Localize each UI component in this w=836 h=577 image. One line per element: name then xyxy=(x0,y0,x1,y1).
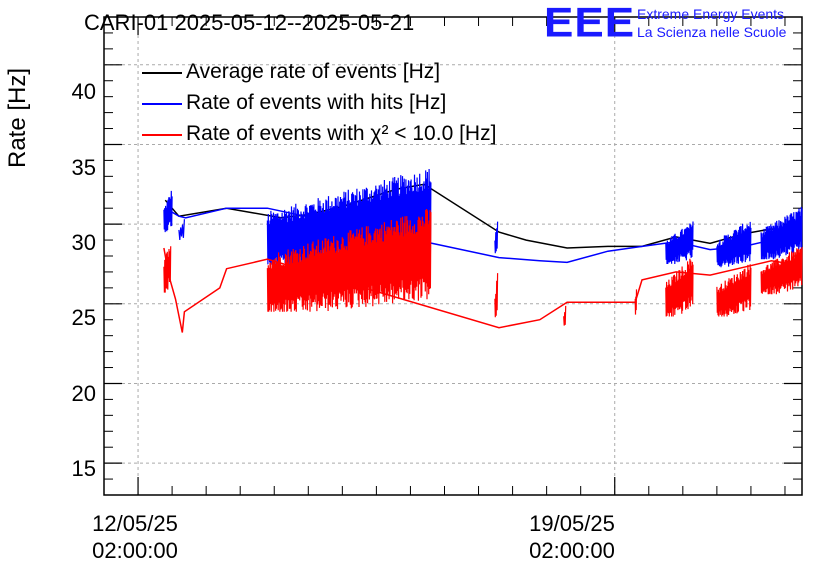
y-tick-label-35: 35 xyxy=(71,155,96,180)
series-burst-hits-4 xyxy=(494,221,499,254)
eee-logo-text: Extreme Energy Events La Scienza nelle S… xyxy=(637,5,786,41)
series-burst-chi2-4 xyxy=(563,305,567,326)
legend-label-average: Average rate of events [Hz] xyxy=(186,60,441,83)
x-tick-date-1: 12/05/25 xyxy=(92,511,178,536)
series-chi2 xyxy=(163,208,803,333)
y-tick-label-15: 15 xyxy=(71,456,96,481)
series-average xyxy=(164,183,792,249)
x-tick-label-2: 19/05/25 02:00:00 xyxy=(517,510,627,564)
series-line-chi2 xyxy=(163,247,792,333)
series-burst-chi2-3 xyxy=(494,273,499,318)
x-tick-date-2: 19/05/25 xyxy=(529,511,615,536)
eee-logo: EEE xyxy=(544,0,636,46)
series-burst-hits-1 xyxy=(163,190,173,233)
chart-title: CARI-01 2025-05-12--2025-05-21 xyxy=(84,10,415,35)
series-burst-chi2-2 xyxy=(266,208,432,312)
series-burst-chi2-8 xyxy=(760,247,803,295)
series-burst-hits-7 xyxy=(760,206,803,260)
x-tick-time-1: 02:00:00 xyxy=(92,538,178,563)
series-burst-hits-5 xyxy=(665,221,694,265)
x-tick-label-1: 12/05/25 02:00:00 xyxy=(80,510,190,564)
legend-label-chi2: Rate of events with χ² < 10.0 [Hz] xyxy=(186,122,497,145)
y-tick-label-20: 20 xyxy=(71,381,96,406)
series-burst-chi2-6 xyxy=(665,258,694,317)
series-line-hits xyxy=(164,207,792,264)
legend-label-hits: Rate of events with hits [Hz] xyxy=(186,91,447,114)
series-burst-hits-6 xyxy=(716,221,752,268)
y-tick-label-25: 25 xyxy=(71,305,96,330)
y-tick-label-30: 30 xyxy=(71,230,96,255)
series-burst-chi2-1 xyxy=(163,246,172,293)
series-burst-chi2-5 xyxy=(634,289,638,315)
series-hits xyxy=(163,168,803,268)
x-tick-time-2: 02:00:00 xyxy=(529,538,615,563)
series-burst-chi2-7 xyxy=(716,264,752,317)
y-tick-label-40: 40 xyxy=(71,79,96,104)
y-axis-label: Rate [Hz] xyxy=(4,67,31,168)
series-line-average xyxy=(164,183,792,249)
logo-line-2: La Scienza nelle Scuole xyxy=(637,24,787,40)
plot-frame xyxy=(103,16,803,496)
series-burst-hits-2 xyxy=(178,219,185,240)
logo-line-1: Extreme Energy Events xyxy=(637,6,785,22)
